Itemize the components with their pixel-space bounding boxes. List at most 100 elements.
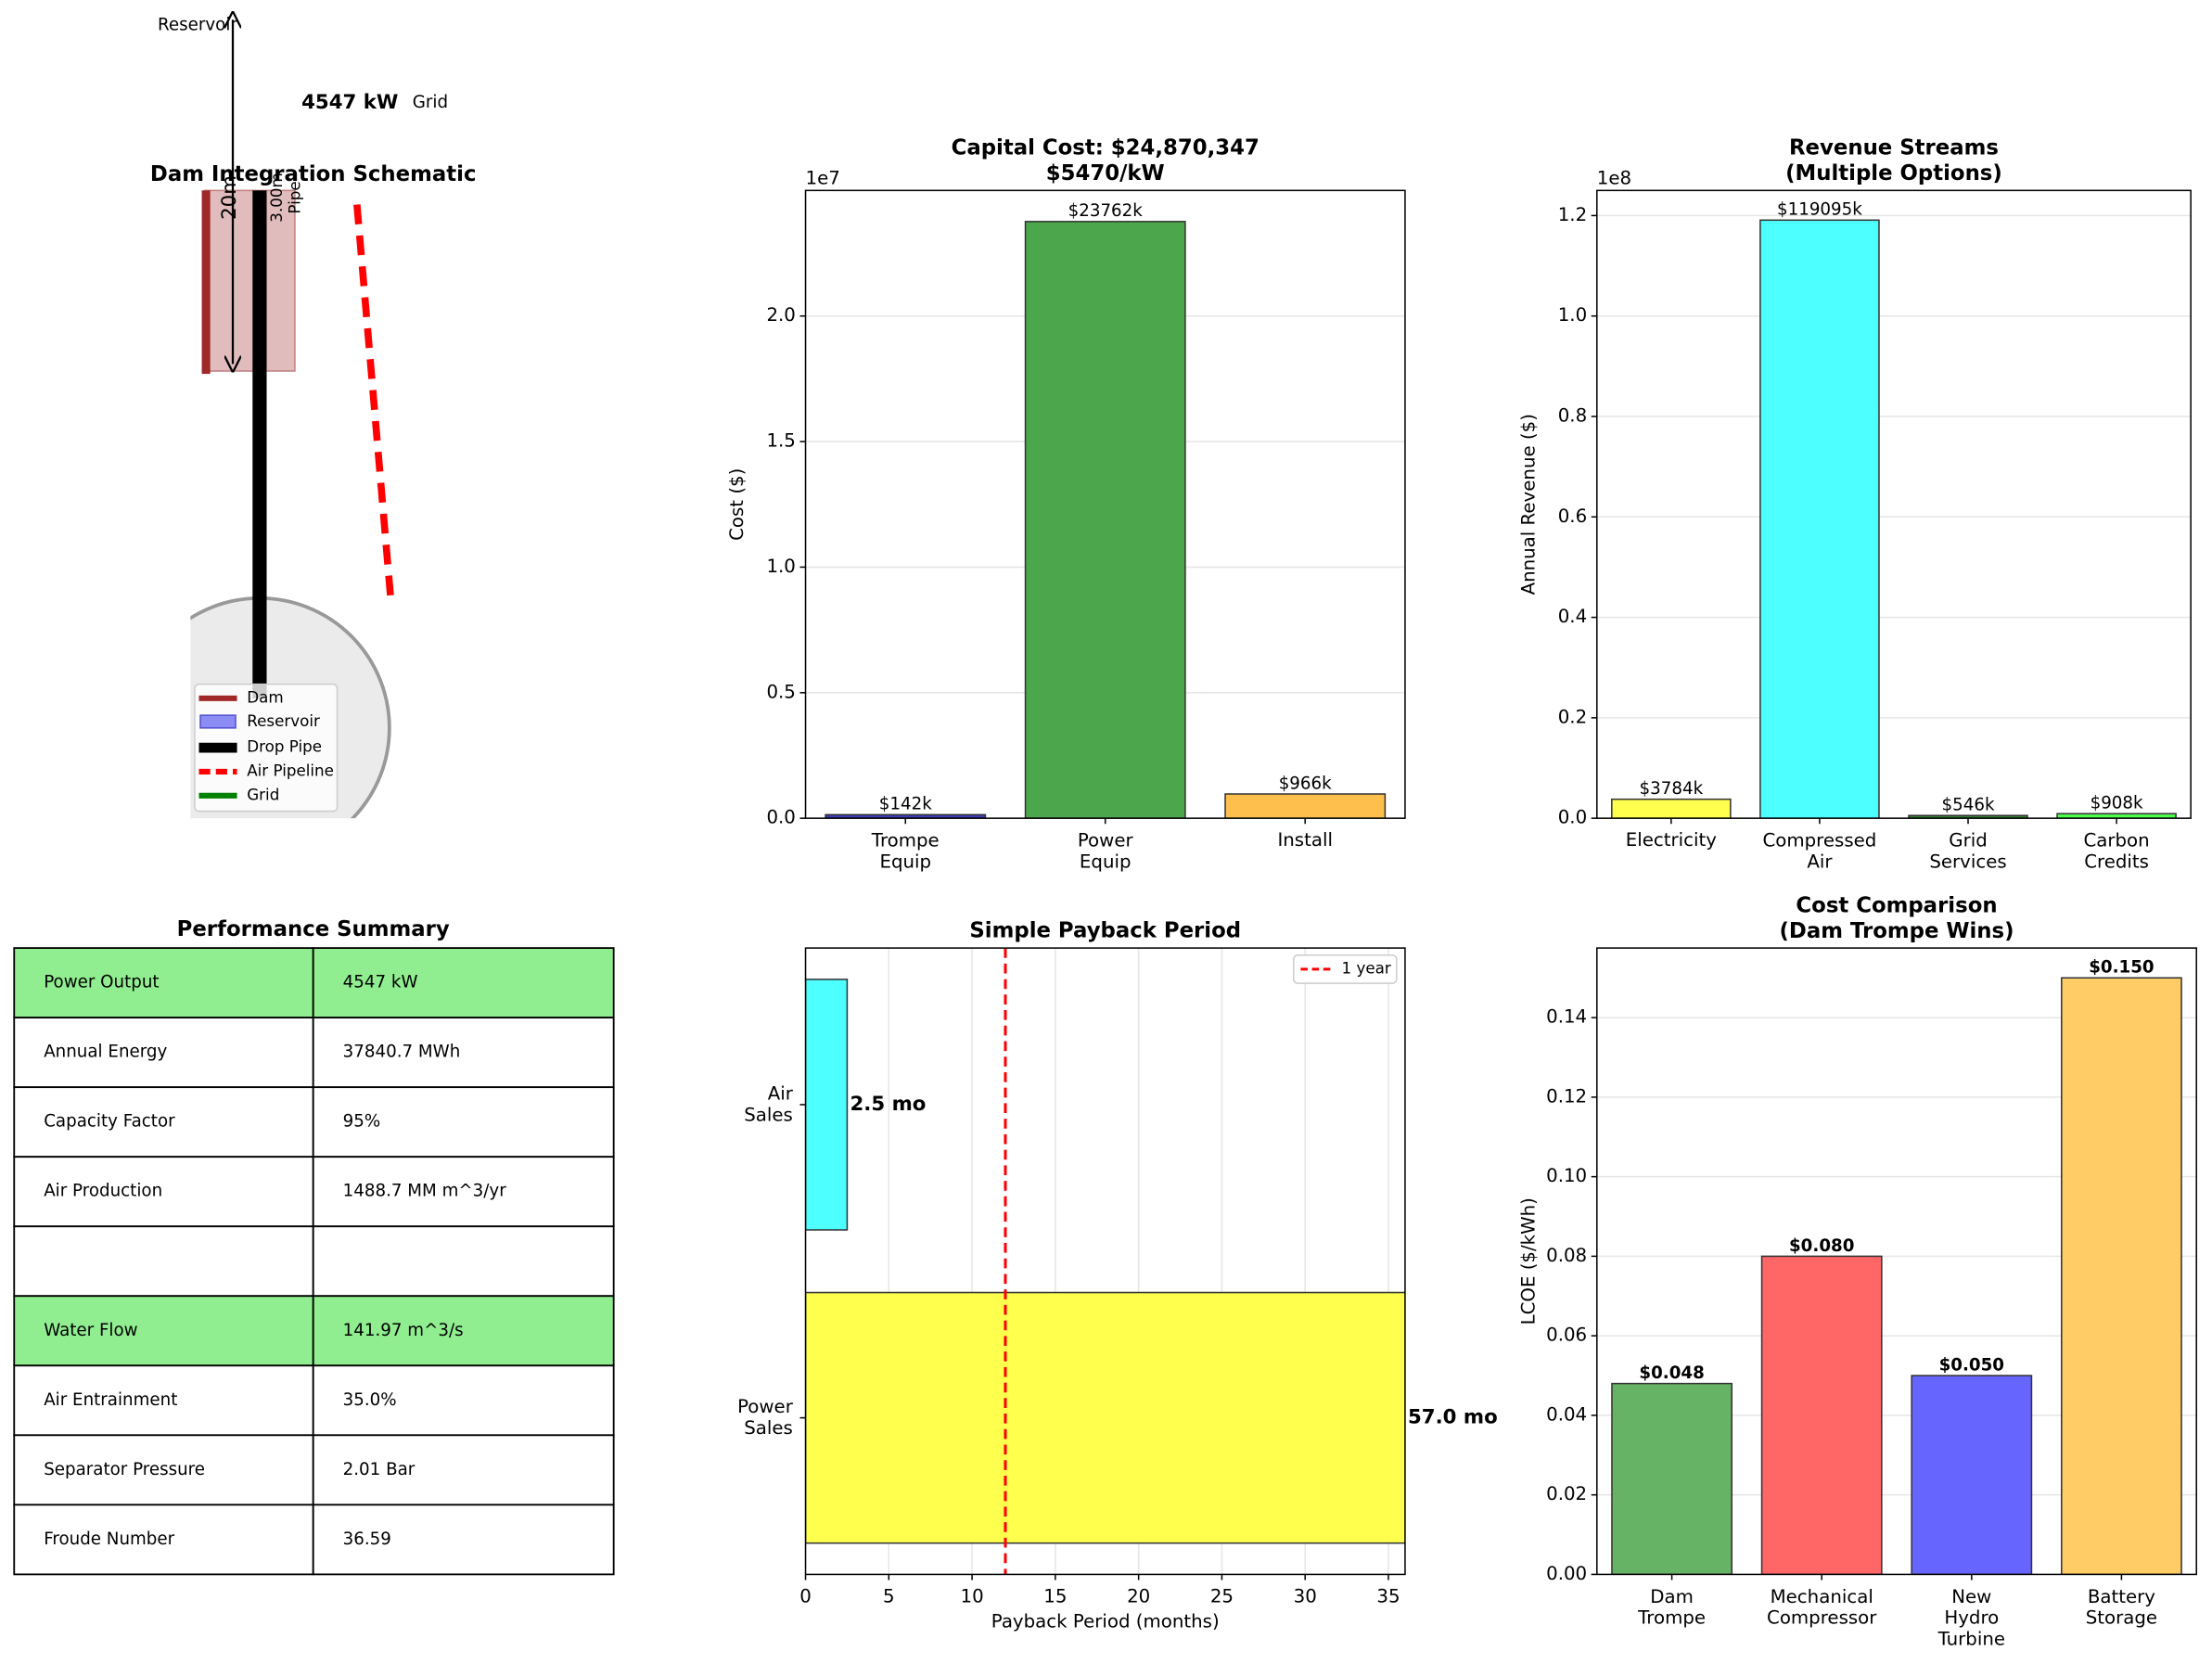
y-tick-label: 0.4 <box>1558 606 1587 627</box>
plot-area <box>805 221 1405 819</box>
reservoir-label: Reservoir <box>158 15 237 34</box>
dam-shape <box>201 190 211 375</box>
x-tick-label: 10 <box>961 1585 984 1606</box>
legend-box <box>1293 954 1398 984</box>
height-label: 20m <box>218 175 241 220</box>
x-tick-label: Mechanical Compressor <box>1767 1585 1877 1628</box>
value-label: 2.5 mo <box>850 1093 926 1116</box>
plot-area <box>805 948 1405 1575</box>
y-tick-label: 0.2 <box>1558 706 1587 727</box>
x-tick-label: 25 <box>1210 1585 1234 1606</box>
x-tick-label: Electricity <box>1626 829 1717 851</box>
x-tick-label: Dam Trompe <box>1637 1585 1706 1628</box>
y-tick-label: 0.04 <box>1546 1403 1587 1425</box>
value-label: $23762k <box>1068 201 1144 221</box>
value-label: $142k <box>879 795 932 814</box>
table-cell <box>312 1156 615 1228</box>
table-cell <box>312 1225 615 1298</box>
y-tick-label: 1.0 <box>1558 304 1587 326</box>
value-label: $0.150 <box>2089 958 2154 978</box>
y-tick-label: 0.0 <box>766 807 795 828</box>
table-cell-text: 2.01 Bar <box>343 1460 416 1479</box>
x-tick-label: 35 <box>1376 1585 1400 1606</box>
table-cell-text: 1488.7 MM m^3/yr <box>343 1182 507 1201</box>
table-cell <box>312 1295 615 1367</box>
chart-title: Revenue Streams (Multiple Options) <box>1785 135 2002 185</box>
y-tick-label: 1.2 <box>1558 204 1587 225</box>
y-tick-label: 0.5 <box>766 681 795 702</box>
bar <box>1760 1255 1883 1575</box>
value-label: $546k <box>1942 796 1995 815</box>
x-tick-label: Trompe Equip <box>871 829 940 872</box>
grid-label: Grid <box>413 93 448 112</box>
y-tick-label: 0.8 <box>1558 404 1587 426</box>
pipe-label: 3.00mPipe <box>266 173 303 223</box>
y-tick-label: Power Sales <box>737 1396 794 1439</box>
y-tick-label: 0.06 <box>1546 1325 1587 1346</box>
y-tick-label: 2.0 <box>766 304 795 326</box>
value-label: $119095k <box>1777 200 1862 220</box>
value-label: $0.048 <box>1639 1363 1704 1383</box>
air-pipeline <box>353 204 395 600</box>
table-cell-text: 141.97 m^3/s <box>343 1321 464 1340</box>
x-tick-label: 0 <box>799 1585 812 1606</box>
bar <box>2061 977 2182 1575</box>
y-tick-label: 0.08 <box>1546 1245 1587 1266</box>
value-label: $0.080 <box>1789 1236 1854 1256</box>
x-tick-label: Compressed Air <box>1762 829 1876 872</box>
table-cell <box>312 1086 615 1158</box>
table-cell <box>13 947 314 1019</box>
value-label: $0.050 <box>1939 1355 2004 1375</box>
table-cell-text: Power Output <box>44 973 159 992</box>
bar <box>805 979 849 1231</box>
table-cell-text: Separator Pressure <box>44 1460 205 1479</box>
axes-frame <box>1596 947 2197 1576</box>
y-axis-label: LCOE ($/kWh) <box>1517 1197 1539 1325</box>
y-tick-label: 0.14 <box>1546 1006 1587 1028</box>
chart-title: Capital Cost: $24,870,347 $5470/kW <box>952 135 1259 185</box>
y-tick-label: 1.0 <box>766 556 795 577</box>
table-cell-text: Air Entrainment <box>44 1390 177 1410</box>
schematic-title: Dam Integration Schematic <box>150 162 477 186</box>
value-label: $908k <box>2091 794 2143 813</box>
schematic-legend: Dam Reservoir Drop Pipe Air Pipeline Gri… <box>194 683 339 813</box>
table-title: Performance Summary <box>177 917 450 941</box>
bar <box>1759 219 1880 819</box>
bar <box>1024 221 1186 819</box>
chart-title: Simple Payback Period <box>969 918 1241 942</box>
x-tick-label: Grid Services <box>1929 829 2006 872</box>
x-tick-label: Battery Storage <box>2086 1585 2157 1628</box>
x-tick-label: New Hydro Turbine <box>1937 1585 2005 1649</box>
table-cell <box>13 1295 314 1367</box>
legend-label: Reservoir <box>247 711 320 730</box>
table-cell <box>13 1156 314 1228</box>
bar <box>805 1291 1405 1544</box>
table-cell-text: 36.59 <box>343 1530 391 1549</box>
chart: Cost Comparison (Dam Trompe Wins) 0.00 0.02… <box>1517 893 2197 1649</box>
table-cell <box>13 1086 314 1158</box>
y-tick-label: 0.02 <box>1546 1483 1587 1504</box>
chart: Revenue Streams (Multiple Options) 0.0 0.2 0… <box>1517 135 2192 872</box>
y-tick-label: 1.5 <box>766 430 795 452</box>
chart: Simple Payback Period 0 5 10 15 20 25 30 35 Payba… <box>737 918 1498 1632</box>
value-label: $3784k <box>1640 779 1704 799</box>
legend-label: Dam <box>247 687 283 706</box>
legend-label: 1 year <box>1342 958 1391 977</box>
axes-frame <box>804 189 1406 819</box>
bar <box>1911 1375 2033 1575</box>
x-tick-label: 30 <box>1294 1585 1317 1606</box>
x-tick-label: Install <box>1277 829 1333 851</box>
y-tick-label: Air Sales <box>744 1082 793 1125</box>
power-label: 4547 kW <box>301 91 398 114</box>
x-tick-label: 5 <box>883 1585 895 1606</box>
y-offset-label: 1e7 <box>806 168 840 189</box>
y-offset-label: 1e8 <box>1597 168 1631 189</box>
y-tick-label: 0.12 <box>1546 1085 1587 1107</box>
x-axis-label: Payback Period (months) <box>991 1611 1220 1632</box>
table-cell <box>312 1504 615 1576</box>
table-cell <box>13 1504 314 1576</box>
plot-area <box>1596 977 2197 1575</box>
table-cell <box>13 1225 314 1298</box>
table-cell-text: 37840.7 MWh <box>343 1043 461 1062</box>
